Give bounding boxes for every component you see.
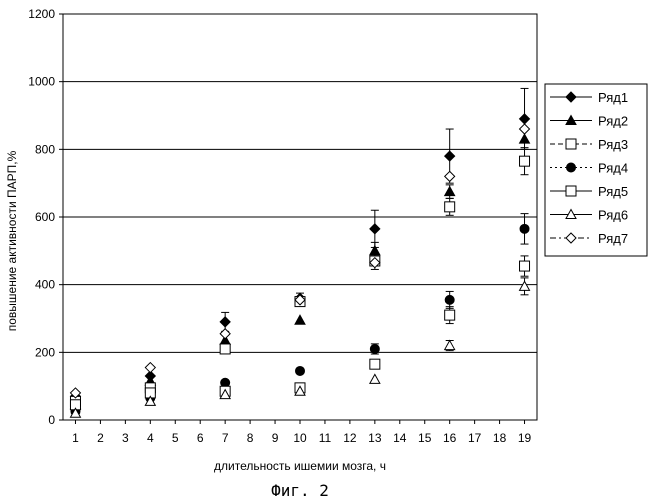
data-point bbox=[296, 366, 305, 375]
data-point bbox=[370, 359, 380, 369]
data-point bbox=[370, 224, 380, 234]
data-point bbox=[520, 281, 530, 290]
legend-marker bbox=[566, 186, 576, 196]
data-point bbox=[445, 187, 455, 196]
data-point bbox=[445, 202, 455, 212]
data-point bbox=[445, 171, 455, 181]
legend-label: Ряд5 bbox=[598, 184, 628, 199]
x-tick-label: 2 bbox=[97, 431, 104, 445]
y-tick-label: 0 bbox=[48, 413, 55, 427]
data-point bbox=[445, 310, 455, 320]
y-tick-label: 200 bbox=[35, 345, 55, 359]
legend-label: Ряд6 bbox=[598, 208, 628, 223]
data-point bbox=[520, 114, 530, 124]
figure-caption: Фиг. 2 bbox=[271, 481, 329, 500]
data-point bbox=[370, 374, 380, 383]
data-point bbox=[220, 329, 230, 339]
y-tick-label: 800 bbox=[35, 142, 55, 156]
legend-label: Ряд2 bbox=[598, 114, 628, 129]
y-axis: 0 200 400 600 800 1000 1200 bbox=[28, 7, 63, 427]
data-point bbox=[445, 151, 455, 161]
data-point bbox=[295, 315, 305, 324]
data-point bbox=[520, 156, 530, 166]
data-point bbox=[370, 344, 379, 353]
legend-label: Ряд4 bbox=[598, 161, 628, 176]
x-tick-label: 9 bbox=[272, 431, 279, 445]
x-tick-label: 5 bbox=[172, 431, 179, 445]
y-tick-label: 600 bbox=[35, 210, 55, 224]
legend-frame bbox=[545, 84, 647, 256]
x-tick-label: 18 bbox=[493, 431, 507, 445]
y-tick-label: 400 bbox=[35, 278, 55, 292]
data-points bbox=[70, 114, 529, 417]
y-tick-label: 1000 bbox=[28, 75, 55, 89]
data-point bbox=[445, 295, 454, 304]
x-tick-label: 7 bbox=[222, 431, 229, 445]
error-bars bbox=[221, 88, 528, 354]
legend-label: Ряд3 bbox=[598, 137, 628, 152]
x-tick-label: 19 bbox=[518, 431, 532, 445]
gridlines bbox=[63, 82, 537, 353]
y-axis-title: повышение активности ПАРП,% bbox=[5, 150, 19, 331]
legend-label: Ряд1 bbox=[598, 90, 628, 105]
x-tick-label: 10 bbox=[293, 431, 307, 445]
x-tick-label: 8 bbox=[247, 431, 254, 445]
x-tick-label: 14 bbox=[393, 431, 407, 445]
legend-marker bbox=[566, 139, 576, 149]
x-tick-label: 1 bbox=[72, 431, 79, 445]
y-tick-label: 1200 bbox=[28, 7, 55, 21]
x-axis-title: длительность ишемии мозга, ч bbox=[214, 459, 386, 473]
x-tick-label: 3 bbox=[122, 431, 129, 445]
data-point bbox=[520, 261, 530, 271]
x-tick-label: 17 bbox=[468, 431, 482, 445]
legend-label: Ряд7 bbox=[598, 231, 628, 246]
x-tick-label: 4 bbox=[147, 431, 154, 445]
data-point bbox=[145, 363, 155, 373]
data-point bbox=[520, 124, 530, 134]
x-tick-label: 15 bbox=[418, 431, 432, 445]
data-point bbox=[445, 341, 455, 350]
x-tick-label: 13 bbox=[368, 431, 382, 445]
x-tick-label: 12 bbox=[343, 431, 357, 445]
data-point bbox=[520, 134, 530, 143]
data-point bbox=[220, 317, 230, 327]
data-point bbox=[220, 344, 230, 354]
x-tick-label: 11 bbox=[319, 431, 332, 445]
legend-marker bbox=[567, 163, 576, 172]
x-tick-label: 16 bbox=[443, 431, 457, 445]
data-point bbox=[520, 224, 529, 233]
legend: Ряд1 Ряд2 Ряд3 Ряд4 Ряд5 Ряд6 Ряд7 bbox=[545, 84, 647, 256]
x-tick-label: 6 bbox=[197, 431, 204, 445]
x-axis: 12345678910111213141516171819 bbox=[72, 420, 531, 445]
